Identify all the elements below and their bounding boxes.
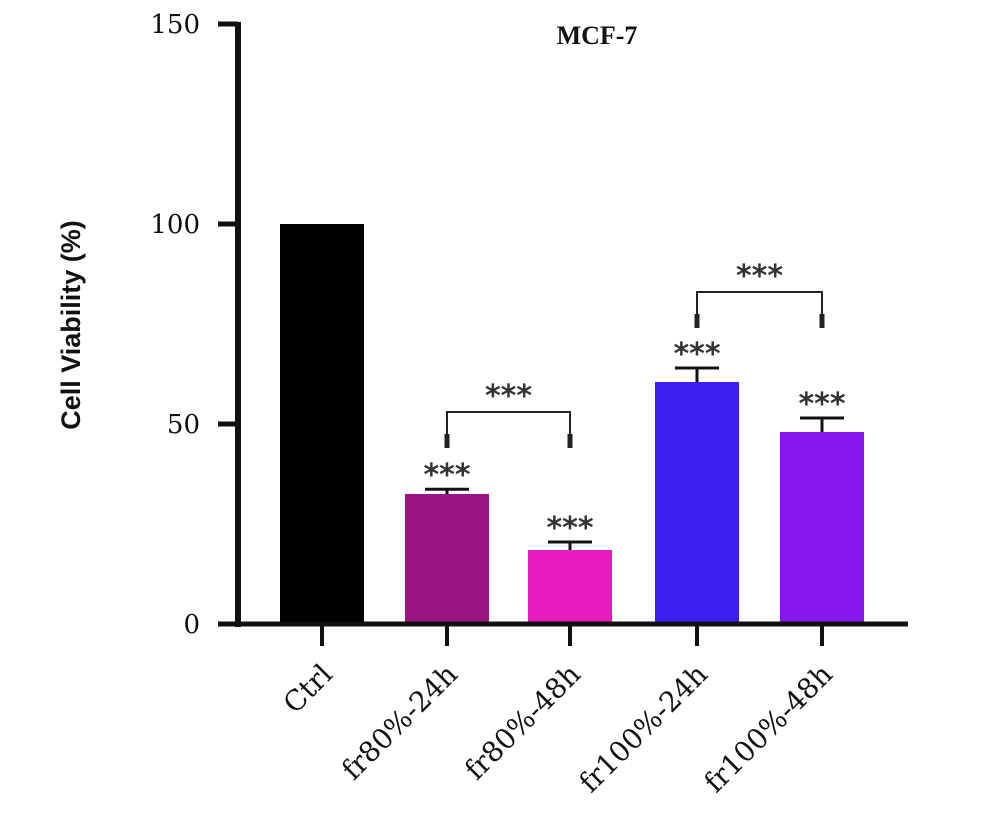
bar-fr80%-24h	[405, 494, 489, 624]
significance-mark: ***	[673, 337, 720, 372]
chart-title: MCF-7	[557, 21, 638, 50]
x-tick-label: fr80%-24h	[335, 658, 464, 787]
y-tick-label: 50	[167, 410, 200, 440]
comparison-bracket	[696, 291, 823, 328]
x-tick-label: fr80%-48h	[458, 658, 587, 787]
y-tick-label: 150	[150, 10, 200, 40]
x-ticks-group: Ctrlfr80%-24hfr80%-48hfr100%-24hfr100%-4…	[277, 624, 839, 799]
y-axis-label: Cell Viability (%)	[56, 220, 86, 430]
significance-marks-group: *** *** *** ***	[423, 337, 845, 546]
comparison-brackets-group: *** ***	[444, 259, 825, 448]
bar-fr80%-48h	[528, 550, 612, 624]
comparison-significance: ***	[485, 379, 532, 414]
bar-fr100%-48h	[780, 432, 864, 624]
y-tick-label: 0	[183, 610, 200, 640]
x-tick-label: Ctrl	[277, 658, 339, 720]
error-bars-group	[425, 366, 844, 550]
y-tick-label: 100	[150, 210, 200, 240]
y-ticks-group: 0 50 100 150	[150, 10, 238, 640]
bar-fr100%-24h	[655, 382, 739, 624]
bars-group	[280, 224, 864, 624]
bar-Ctrl	[280, 224, 364, 624]
x-tick-label: fr100%-24h	[573, 658, 714, 799]
significance-mark: ***	[798, 387, 845, 422]
x-tick-label: fr100%-48h	[698, 658, 839, 799]
significance-mark: ***	[546, 511, 593, 546]
comparison-significance: ***	[736, 259, 783, 294]
comparison-bracket	[446, 411, 571, 448]
significance-mark: ***	[423, 458, 470, 493]
